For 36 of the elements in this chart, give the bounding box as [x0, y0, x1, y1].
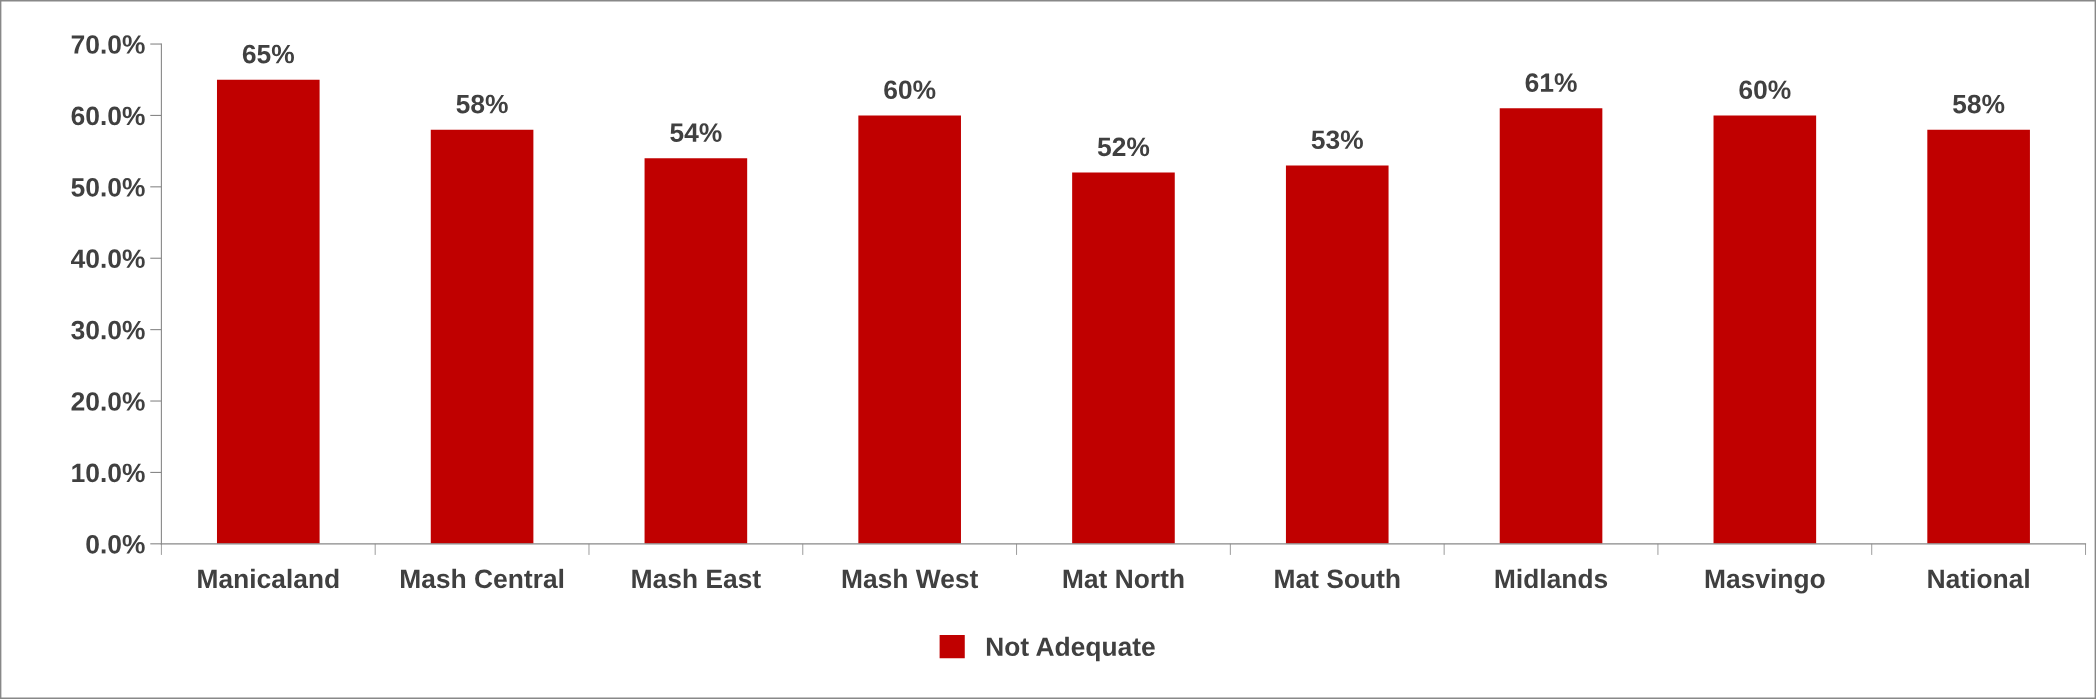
data-label: 60%	[884, 80, 936, 100]
y-tick-label: 0.0%	[86, 534, 145, 554]
y-tick-label: 40.0%	[71, 249, 145, 269]
x-tick-label: Mash Central	[401, 568, 564, 589]
bar	[1499, 108, 1603, 544]
bar	[430, 129, 534, 544]
y-tick-label: 50.0%	[71, 177, 145, 197]
bar	[858, 115, 961, 544]
data-label: 54%	[670, 123, 722, 142]
data-label: 60%	[1739, 80, 1791, 100]
y-tick-label: 10.0%	[72, 463, 145, 483]
bar	[1285, 165, 1389, 544]
legend-label: Not Adequate	[986, 636, 1155, 662]
x-tick-label: Mat North	[1063, 568, 1184, 589]
y-tick-label: 60.0%	[71, 106, 145, 126]
y-tick-label: 70.0%	[71, 35, 145, 54]
x-tick-label: Mash East	[632, 568, 761, 589]
bar	[1927, 129, 2030, 544]
data-label: 58%	[1953, 94, 2005, 114]
x-tick-label: Manicaland	[198, 568, 339, 589]
x-tick-label: Mat South	[1275, 568, 1400, 589]
bar	[644, 158, 748, 544]
data-label: 61%	[1525, 73, 1577, 92]
x-tick-label: Midlands	[1495, 568, 1608, 589]
data-label: 65%	[242, 44, 294, 64]
x-tick-label: Mash West	[842, 568, 979, 589]
bar	[1072, 172, 1175, 544]
bar	[1713, 115, 1817, 544]
data-label: 52%	[1097, 137, 1150, 157]
bar	[216, 79, 320, 544]
x-tick-label: Masvingo	[1705, 568, 1825, 594]
y-tick-label: 20.0%	[71, 392, 145, 411]
y-tick-label: 30.0%	[71, 320, 145, 340]
data-label: 53%	[1311, 130, 1363, 150]
data-label: 58%	[456, 94, 508, 114]
x-tick-label: National	[1928, 568, 2029, 589]
